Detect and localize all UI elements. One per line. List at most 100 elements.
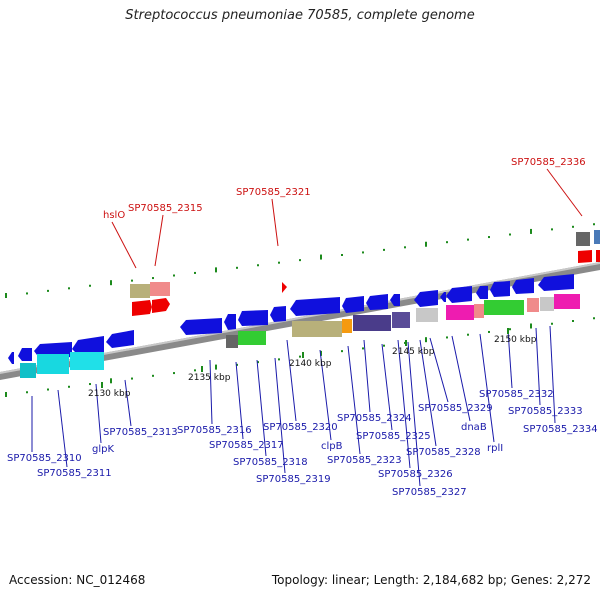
- tick-label: 2130 kbp: [88, 389, 131, 399]
- gene-SP70585_2321[interactable]: [282, 282, 287, 293]
- gene-SP70585_2318[interactable]: [238, 310, 268, 326]
- gene-arrow[interactable]: [476, 286, 488, 299]
- gene-label[interactable]: glpK: [92, 444, 114, 455]
- gene-glpK[interactable]: [72, 336, 104, 355]
- gene-label[interactable]: SP70585_2334: [523, 424, 598, 435]
- guide-dot: [152, 277, 154, 280]
- guide-dots: [5, 223, 595, 397]
- gene-SP70585_2334[interactable]: [538, 274, 574, 291]
- feature-purple[interactable]: [353, 315, 391, 331]
- gene-label[interactable]: SP70585_2326: [378, 469, 453, 480]
- gene-SP70585_2333[interactable]: [512, 278, 534, 294]
- guide-dot: [446, 336, 448, 339]
- guide-dot: [257, 264, 259, 267]
- gene-label[interactable]: SP70585_2317: [209, 440, 284, 451]
- feature-pink[interactable]: [150, 282, 170, 296]
- connector-line: [479, 333, 495, 443]
- gene-SP70585_2315[interactable]: [152, 298, 170, 313]
- guide-dot: [215, 364, 217, 370]
- feature-cyan[interactable]: [37, 354, 69, 374]
- feature-cyan[interactable]: [20, 363, 36, 378]
- gene-label[interactable]: SP70585_2316: [177, 425, 252, 436]
- guide-dot: [383, 344, 385, 347]
- feature-cyan[interactable]: [70, 352, 104, 370]
- gene-dnaB[interactable]: [446, 286, 472, 303]
- gene-label[interactable]: SP70585_2333: [508, 406, 583, 417]
- gene-SP70585_2332[interactable]: [490, 281, 510, 297]
- gene-label[interactable]: SP70585_2324: [337, 413, 412, 424]
- gene-label[interactable]: SP70585_2327: [392, 487, 467, 498]
- feature-green[interactable]: [238, 331, 266, 345]
- gene-label[interactable]: SP70585_2323: [327, 455, 402, 466]
- guide-dot: [320, 254, 322, 260]
- connector-line: [124, 379, 132, 427]
- guide-dot: [278, 261, 280, 264]
- guide-dot: [5, 392, 7, 397]
- gene-label[interactable]: SP70585_2313: [103, 427, 178, 438]
- gene-label[interactable]: rplI: [487, 443, 503, 454]
- tick-label: 2140 kbp: [289, 359, 332, 369]
- feature-gray[interactable]: [576, 232, 590, 246]
- feature-magenta[interactable]: [446, 305, 474, 320]
- gene-label[interactable]: SP70585_2321: [236, 187, 311, 198]
- guide-dot: [467, 238, 469, 241]
- gene-SP70585_2319[interactable]: [270, 306, 286, 322]
- guide-dot: [173, 372, 175, 375]
- gene-hslO[interactable]: [132, 300, 152, 316]
- connector-line: [286, 339, 297, 422]
- feature-red[interactable]: [596, 250, 600, 262]
- gene-label[interactable]: SP70585_2319: [256, 474, 331, 485]
- feature-purple[interactable]: [392, 312, 410, 328]
- feature-pink[interactable]: [527, 298, 539, 312]
- gene-label[interactable]: SP70585_2332: [479, 389, 554, 400]
- gene-label[interactable]: SP70585_2325: [356, 431, 431, 442]
- gene-SP70585_2316[interactable]: [180, 318, 222, 335]
- feature-khaki[interactable]: [292, 321, 342, 337]
- connector-line: [507, 329, 513, 389]
- gene-label[interactable]: SP70585_2311: [37, 468, 112, 479]
- gene-label[interactable]: SP70585_2318: [233, 457, 308, 468]
- guide-dot: [425, 337, 427, 343]
- guide-dot: [551, 322, 553, 325]
- gene-label[interactable]: clpB: [321, 441, 343, 452]
- gene-arrow[interactable]: [18, 348, 32, 361]
- guide-dot: [425, 241, 427, 247]
- gene-SP70585_2310[interactable]: [8, 352, 14, 364]
- gene-arrow[interactable]: [342, 296, 364, 313]
- guide-dot: [530, 228, 532, 234]
- feature-gray[interactable]: [226, 335, 238, 348]
- feature-green[interactable]: [484, 300, 524, 315]
- connector-line: [381, 343, 393, 431]
- guide-dot: [446, 241, 448, 244]
- guide-dot: [215, 267, 217, 273]
- gene-label[interactable]: SP70585_2328: [406, 447, 481, 458]
- gene-SP70585_2317[interactable]: [224, 314, 236, 330]
- gene-arrow[interactable]: [390, 294, 400, 306]
- gene-SP70585_2336[interactable]: [578, 250, 592, 263]
- feature-khaki[interactable]: [130, 284, 150, 298]
- guide-dot: [173, 274, 175, 277]
- feature-pink[interactable]: [474, 304, 484, 318]
- feature-steelblue[interactable]: [594, 230, 600, 244]
- gene-arrow[interactable]: [440, 292, 446, 302]
- gene-SP70585_2328[interactable]: [414, 290, 438, 307]
- gene-track: [8, 230, 600, 378]
- feature-magenta[interactable]: [554, 294, 580, 309]
- gene-label[interactable]: hslO: [103, 210, 125, 221]
- guide-dot: [110, 378, 112, 384]
- gene-label[interactable]: SP70585_2310: [7, 453, 82, 464]
- gene-clpB[interactable]: [290, 297, 340, 316]
- feature-lightgray[interactable]: [540, 297, 554, 311]
- gene-SP70585_2313[interactable]: [106, 330, 134, 348]
- connector-line: [154, 214, 164, 267]
- gene-label[interactable]: SP70585_2315: [128, 203, 203, 214]
- feature-orange[interactable]: [342, 319, 352, 333]
- gene-label[interactable]: SP70585_2336: [511, 157, 586, 168]
- gene-label[interactable]: SP70585_2320: [263, 422, 338, 433]
- gene-label[interactable]: dnaB: [461, 422, 487, 433]
- gene-label[interactable]: SP70585_2329: [418, 403, 493, 414]
- gene-arrow[interactable]: [366, 294, 388, 310]
- feature-lightgray[interactable]: [416, 308, 438, 322]
- guide-dot: [320, 350, 322, 356]
